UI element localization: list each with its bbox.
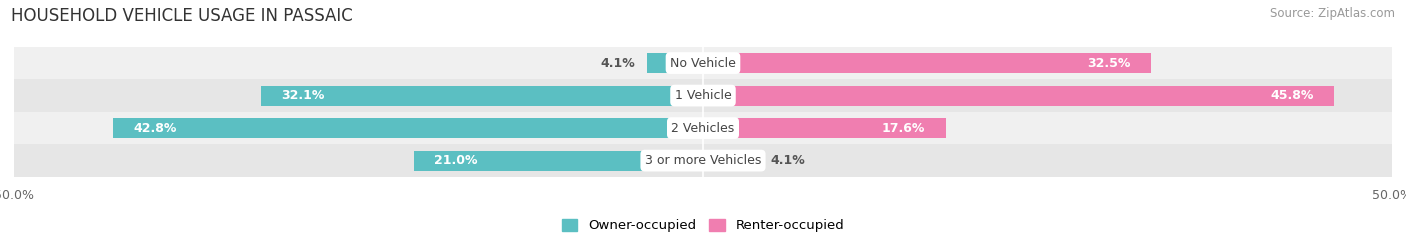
Text: 32.5%: 32.5% (1087, 57, 1130, 70)
Bar (703, 151, 759, 171)
Bar (14, 144, 1392, 177)
Text: 3 or more Vehicles: 3 or more Vehicles (645, 154, 761, 167)
Text: 4.1%: 4.1% (770, 154, 806, 167)
Bar (14, 47, 1392, 79)
Bar (114, 118, 703, 138)
Bar (14, 112, 1392, 144)
Text: HOUSEHOLD VEHICLE USAGE IN PASSAIC: HOUSEHOLD VEHICLE USAGE IN PASSAIC (11, 7, 353, 25)
Text: 17.6%: 17.6% (882, 122, 925, 135)
Text: No Vehicle: No Vehicle (671, 57, 735, 70)
Text: 2 Vehicles: 2 Vehicles (672, 122, 734, 135)
Bar (413, 151, 703, 171)
Text: Source: ZipAtlas.com: Source: ZipAtlas.com (1270, 7, 1395, 20)
Text: 4.1%: 4.1% (600, 57, 636, 70)
Bar (260, 86, 703, 106)
Text: 45.8%: 45.8% (1270, 89, 1313, 102)
Bar (703, 86, 1334, 106)
Bar (14, 79, 1392, 112)
Text: 42.8%: 42.8% (134, 122, 177, 135)
Bar (647, 53, 703, 73)
Text: 1 Vehicle: 1 Vehicle (675, 89, 731, 102)
Bar (703, 53, 1152, 73)
Bar (703, 118, 945, 138)
Text: 21.0%: 21.0% (434, 154, 478, 167)
Legend: Owner-occupied, Renter-occupied: Owner-occupied, Renter-occupied (557, 213, 849, 233)
Text: 32.1%: 32.1% (281, 89, 325, 102)
